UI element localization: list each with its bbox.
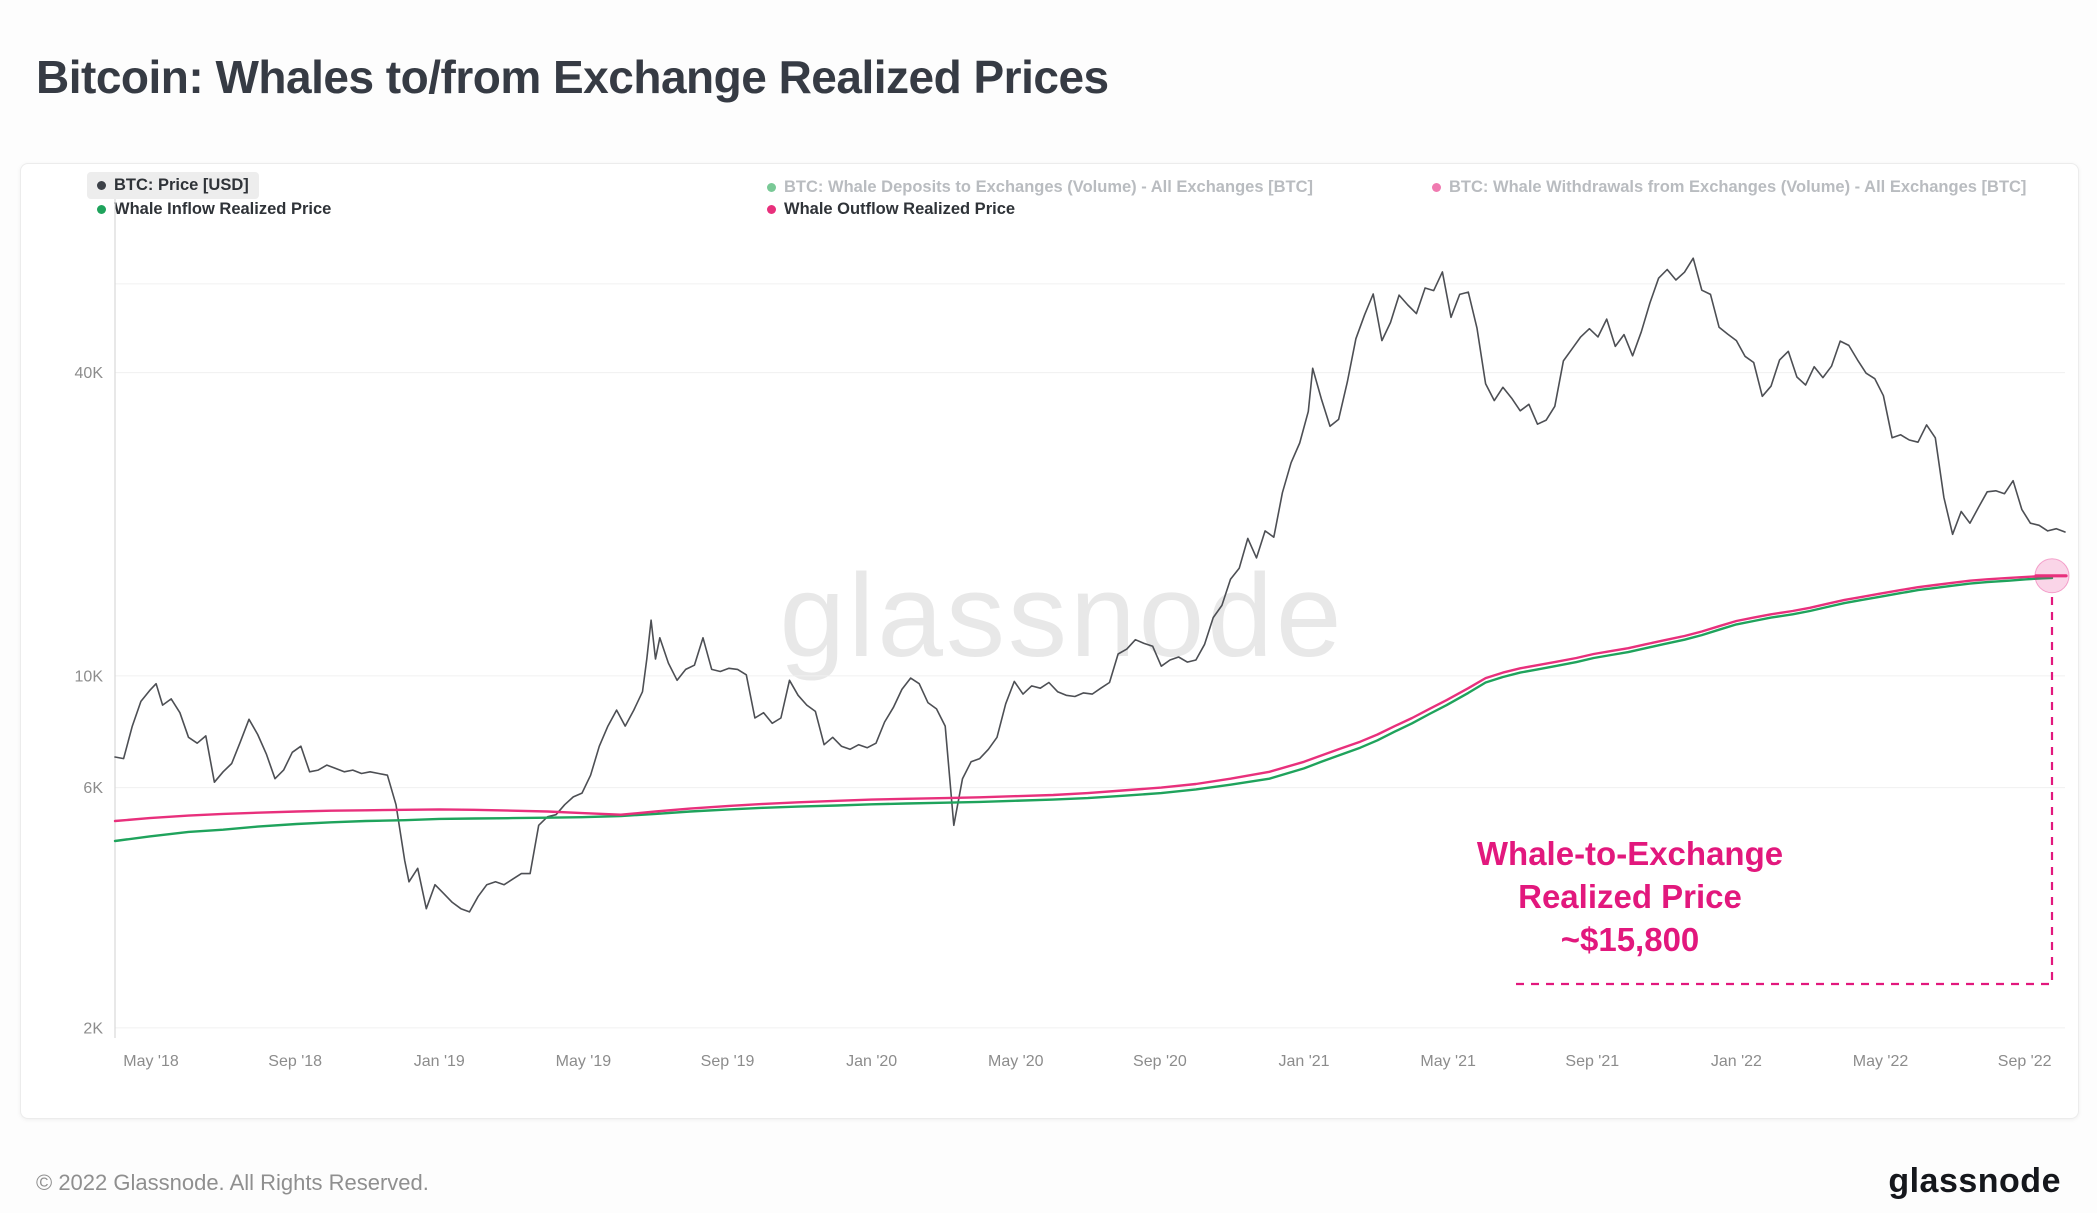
x-tick-label: Sep '22 (1998, 1053, 2052, 1070)
annotation-whale-to-exchange: Whale-to-Exchange Realized Price ~$15,80… (1410, 832, 1850, 961)
x-tick-label: Jan '22 (1711, 1053, 1762, 1070)
annotation-value: ~$15,800 (1560, 921, 1700, 958)
x-tick-label: May '19 (556, 1053, 612, 1070)
legend-label: BTC: Whale Deposits to Exchanges (Volume… (784, 178, 1313, 196)
series-line (113, 574, 2054, 823)
x-tick-label: May '18 (123, 1053, 179, 1070)
legend-label: BTC: Whale Withdrawals from Exchanges (V… (1449, 178, 2027, 196)
y-tick-label: 2K (83, 1020, 103, 1037)
y-tick-label: 6K (83, 780, 103, 797)
legend-label: Whale Inflow Realized Price (114, 200, 332, 218)
series-color-dot (97, 181, 106, 190)
glassnode-watermark: glassnode (779, 550, 1345, 682)
x-tick-label: May '20 (988, 1053, 1044, 1070)
x-tick-label: May '22 (1853, 1053, 1909, 1070)
series-line (113, 576, 2054, 843)
legend-item-whale-outflow[interactable]: Whale Outflow Realized Price (767, 200, 1015, 219)
legend-item-btc-price[interactable]: BTC: Price [USD] (87, 172, 259, 199)
y-tick-label: 10K (75, 668, 104, 685)
x-tick-label: Jan '20 (846, 1053, 897, 1070)
legend-item-whale-deposits[interactable]: BTC: Whale Deposits to Exchanges (Volume… (767, 178, 1313, 197)
y-tick-label: 40K (75, 365, 104, 382)
glassnode-logo: glassnode (1888, 1162, 2061, 1200)
copyright-text: © 2022 Glassnode. All Rights Reserved. (36, 1170, 429, 1195)
x-tick-label: Jan '19 (414, 1053, 465, 1070)
legend-item-whale-withdrawals[interactable]: BTC: Whale Withdrawals from Exchanges (V… (1432, 178, 2026, 197)
page-title: Bitcoin: Whales to/from Exchange Realize… (36, 51, 1109, 103)
x-tick-label: Sep '18 (268, 1053, 322, 1070)
chart-plot-area[interactable]: 2K 6K 10K 40K May '18 Sep '18 Jan '19 May '19 Se… (21, 164, 2078, 1118)
x-tick-label: Sep '21 (1565, 1053, 1619, 1070)
series-color-dot (767, 205, 776, 214)
x-tick-label: Sep '19 (701, 1053, 755, 1070)
series-color-dot (1432, 183, 1441, 192)
series-color-dot (767, 183, 776, 192)
x-tick-label: Sep '20 (1133, 1053, 1187, 1070)
chart-card: BTC: Price [USD] Whale Inflow Realized P… (20, 163, 2079, 1119)
legend-label: Whale Outflow Realized Price (784, 200, 1016, 218)
legend-label: BTC: Price [USD] (114, 176, 249, 194)
series-color-dot (97, 205, 106, 214)
x-tick-label: May '21 (1420, 1053, 1476, 1070)
legend-item-whale-inflow[interactable]: Whale Inflow Realized Price (97, 200, 331, 219)
series-line (114, 257, 2066, 913)
x-tick-label: Jan '21 (1278, 1053, 1329, 1070)
annotation-line: Realized Price (1518, 878, 1742, 915)
annotation-line: Whale-to-Exchange (1476, 835, 1784, 872)
